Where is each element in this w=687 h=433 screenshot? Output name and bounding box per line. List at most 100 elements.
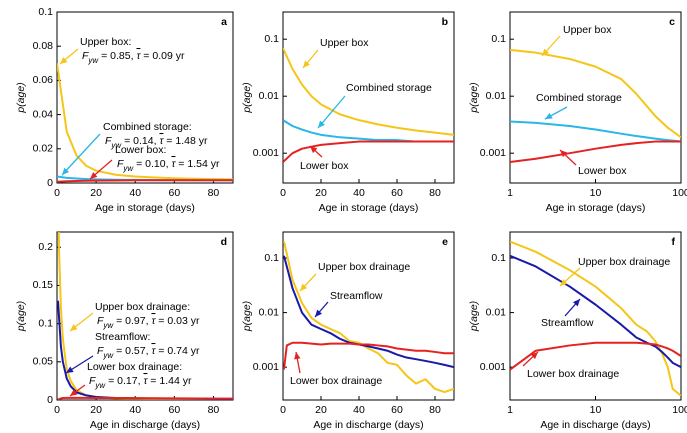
x-tick-label: 40	[353, 404, 365, 416]
y-tick-label: 0	[47, 177, 53, 189]
annotation: Upper box drainage	[318, 261, 410, 273]
y-tick-label: 0.05	[33, 356, 54, 368]
arrow-head	[303, 60, 310, 68]
arrow-head	[90, 172, 98, 179]
annotation-part: τ	[159, 135, 164, 147]
series-line	[57, 63, 233, 181]
panel-letter: f	[672, 236, 676, 248]
annotation-part: Upper box drainage	[578, 256, 670, 268]
x-tick-label: 80	[429, 187, 441, 199]
annotation-part: Upper box drainage	[318, 261, 410, 273]
arrow-head	[545, 112, 553, 119]
x-tick-label: 40	[129, 404, 141, 416]
arrow-head	[60, 57, 68, 64]
x-tick-label: 10	[590, 187, 602, 199]
annotation: Streamflow	[541, 317, 594, 329]
y-tick-label: 0.1	[38, 6, 53, 18]
annotation-part: = 0.17,	[105, 375, 143, 387]
x-tick-label: 20	[315, 187, 327, 199]
y-tick-label: 0.001	[480, 361, 506, 373]
y-axis-label: p(age)	[468, 301, 480, 332]
panel-letter: a	[221, 16, 227, 28]
annotation-part: = 0.85,	[98, 50, 136, 62]
series-line	[510, 341, 681, 371]
annotation: Fyw = 0.97, τ = 0.03 yr	[97, 315, 200, 330]
annotation-part: Lower box drainage	[290, 375, 382, 387]
annotation-part: Streamflow	[541, 317, 594, 329]
plot-frame	[56, 11, 234, 184]
series-line	[283, 140, 454, 163]
series-line	[510, 120, 681, 143]
annotation-part: τ	[171, 158, 176, 170]
annotation-part: F	[82, 50, 89, 62]
annotation-part: Combined storage	[346, 82, 432, 94]
series-line	[283, 47, 454, 136]
panel-letter: c	[669, 16, 675, 28]
annotation-part: Lower box	[578, 165, 627, 177]
annotation: Fyw = 0.85, τ = 0.09 yr	[82, 50, 185, 65]
annotation-part: F	[117, 158, 124, 170]
annotation: Upper box:	[80, 36, 131, 48]
x-tick-label: 80	[429, 404, 441, 416]
y-axis-label: p(age)	[15, 301, 27, 332]
x-tick-label: 60	[168, 404, 180, 416]
x-tick-label: 0	[280, 187, 286, 199]
annotation-part: Lower box drainage	[527, 368, 619, 380]
y-tick-label: 0.01	[486, 306, 507, 318]
annotation-part: Upper box	[563, 24, 612, 36]
series-line	[57, 179, 233, 183]
annotation-part: Lower box:	[115, 144, 166, 156]
annotation-part: yw	[94, 381, 106, 390]
arrow-head	[542, 48, 550, 56]
y-tick-label: 0.1	[38, 317, 53, 329]
annotation-part: = 0.03 yr	[155, 315, 200, 327]
y-axis-label: p(age)	[241, 82, 253, 113]
annotation-part: τ	[151, 345, 156, 357]
x-tick-label: 100	[672, 404, 687, 416]
annotation: Fyw = 0.57, τ = 0.74 yr	[97, 345, 200, 360]
panel: 0 20 40 60 80 0.001 0.01 0.1 Age in discharge (d…	[241, 231, 455, 431]
annotation-part: = 0.10,	[133, 158, 171, 170]
y-tick-label: 0.1	[491, 33, 506, 45]
annotation-part: Streamflow:	[95, 331, 150, 343]
x-tick-label: 20	[90, 404, 102, 416]
x-tick-label: 20	[315, 404, 327, 416]
series-line	[510, 140, 681, 164]
annotation-part: = 1.44 yr	[147, 375, 192, 387]
y-axis-label: p(age)	[468, 82, 480, 113]
annotation: Upper box drainage:	[95, 301, 190, 313]
annotation: Upper box	[563, 24, 612, 36]
y-axis-label: p(age)	[15, 82, 27, 113]
y-tick-label: 0.1	[264, 33, 279, 45]
arrow-head	[62, 167, 70, 175]
arrow-head	[70, 389, 78, 396]
x-axis-label: Age in discharge (days)	[313, 419, 423, 431]
x-tick-label: 0	[54, 187, 60, 199]
x-axis-label: Age in storage (days)	[95, 202, 195, 214]
annotation-part: Streamflow	[330, 290, 383, 302]
y-tick-label: 0.1	[264, 252, 279, 264]
x-tick-label: 80	[208, 187, 220, 199]
panel: 0 20 40 60 80 0.001 0.01 0.1 Age in storage (day…	[241, 11, 455, 214]
annotation-part: yw	[110, 141, 122, 150]
y-tick-label: 0.1	[491, 252, 506, 264]
y-tick-label: 0.2	[38, 241, 53, 253]
series-line	[510, 48, 681, 139]
panel: 1 10 100 0.001 0.01 0.1 Age in storage (days) p…	[468, 11, 687, 214]
annotation-part: = 0.74 yr	[155, 345, 200, 357]
arrow-head	[530, 352, 538, 360]
annotation: Lower box:	[115, 144, 166, 156]
annotation: Fyw = 0.14, τ = 1.48 yr	[105, 135, 208, 150]
x-axis-label: Age in discharge (days)	[90, 419, 200, 431]
annotation: Combined storage	[536, 92, 622, 104]
series-line	[510, 240, 681, 397]
annotation-part: τ	[136, 50, 141, 62]
annotation: Lower box drainage	[527, 368, 619, 380]
annotation-part: = 0.97,	[113, 315, 151, 327]
x-tick-label: 100	[672, 187, 687, 199]
x-tick-label: 20	[90, 187, 102, 199]
annotation-part: Combined storage:	[103, 121, 192, 133]
x-tick-label: 1	[507, 187, 513, 199]
annotation: Upper box	[320, 37, 369, 49]
